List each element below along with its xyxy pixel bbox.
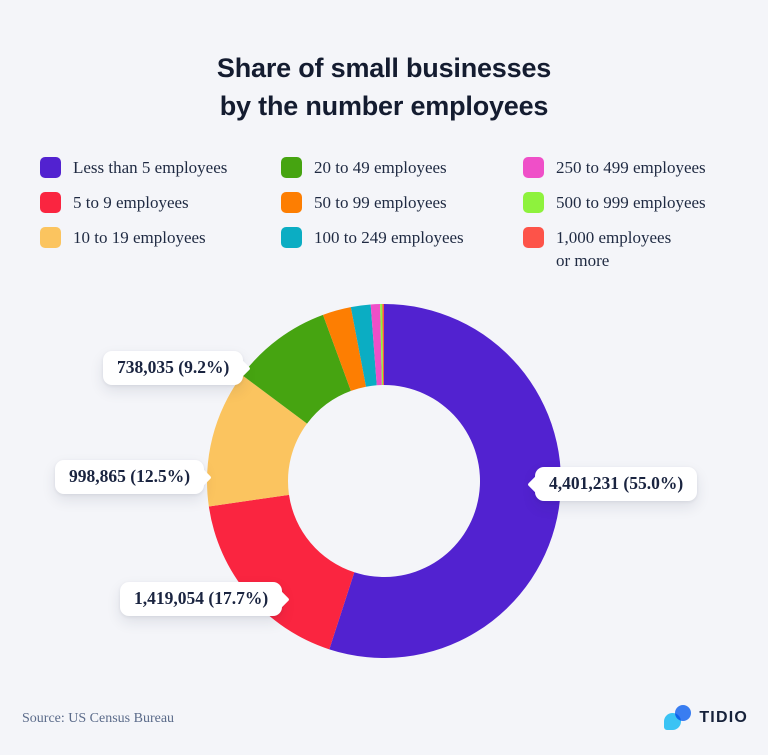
legend-item: 50 to 99 employees [281,191,523,226]
callout-less-than-5: 4,401,231 (55.0%) [527,467,698,501]
donut-slice-10-to-19 [207,375,308,507]
legend-label: 20 to 49 employees [314,158,447,177]
callout-10-to-19: 998,865 (12.5%) [55,460,212,494]
legend-item: 100 to 249 employees [281,226,523,272]
chart-legend: Less than 5 employees 5 to 9 employees 10 … [40,156,748,272]
donut-chart-svg [207,304,561,658]
legend-item: Less than 5 employees [40,156,281,191]
donut-slice-1000-or-more [382,304,384,385]
legend-swatch [40,192,61,213]
legend-item: 5 to 9 employees [40,191,281,226]
donut-slice-20-to-49 [242,314,351,424]
source-note: Source: US Census Bureau [22,711,175,726]
tidio-logo: TIDIO [664,705,748,730]
legend-label: 10 to 19 employees [73,228,206,247]
legend-label: Less than 5 employees [73,158,228,177]
legend-swatch [40,227,61,248]
legend-swatch [281,192,302,213]
legend-swatch [523,157,544,178]
tidio-logo-text: TIDIO [699,708,748,726]
legend-item: 1,000 employees or more [523,226,748,272]
chart-title-line2: by the number employees [219,91,549,122]
donut-slice-250-to-499 [370,304,382,386]
legend-item: 500 to 999 employees [523,191,748,226]
legend-swatch [40,157,61,178]
donut-slice-100-to-249 [350,304,377,387]
legend-label: 250 to 499 employees [556,158,706,177]
callout-text: 4,401,231 (55.0%) [549,473,684,493]
legend-swatch [281,227,302,248]
donut-slice-less-than-5 [329,304,561,658]
legend-label: 5 to 9 employees [73,193,189,212]
legend-swatch [281,157,302,178]
legend-item: 10 to 19 employees [40,226,281,272]
donut-slice-500-to-999 [380,304,384,386]
legend-item: 20 to 49 employees [281,156,523,191]
legend-label: 1,000 employees or more [556,228,672,270]
callout-text: 1,419,054 (17.7%) [134,588,269,608]
legend-swatch [523,192,544,213]
donut-slice-5-to-9 [208,494,355,650]
callout-20-to-49: 738,035 (9.2%) [103,351,251,385]
legend-label: 100 to 249 employees [314,228,464,247]
callout-text: 738,035 (9.2%) [117,357,230,377]
legend-swatch [523,227,544,248]
chart-title: Share of small businesses by the number e… [0,49,768,125]
donut-chart [189,286,579,676]
circle-icon [675,705,692,721]
legend-item: 250 to 499 employees [523,156,748,191]
legend-label: 50 to 99 employees [314,193,447,212]
chart-title-line1: Share of small businesses [216,53,552,84]
legend-label: 500 to 999 employees [556,193,706,212]
tidio-logo-icon [664,705,692,730]
callout-5-to-9: 1,419,054 (17.7%) [120,582,290,616]
callout-text: 998,865 (12.5%) [69,466,191,486]
donut-slice-50-to-99 [323,307,367,391]
